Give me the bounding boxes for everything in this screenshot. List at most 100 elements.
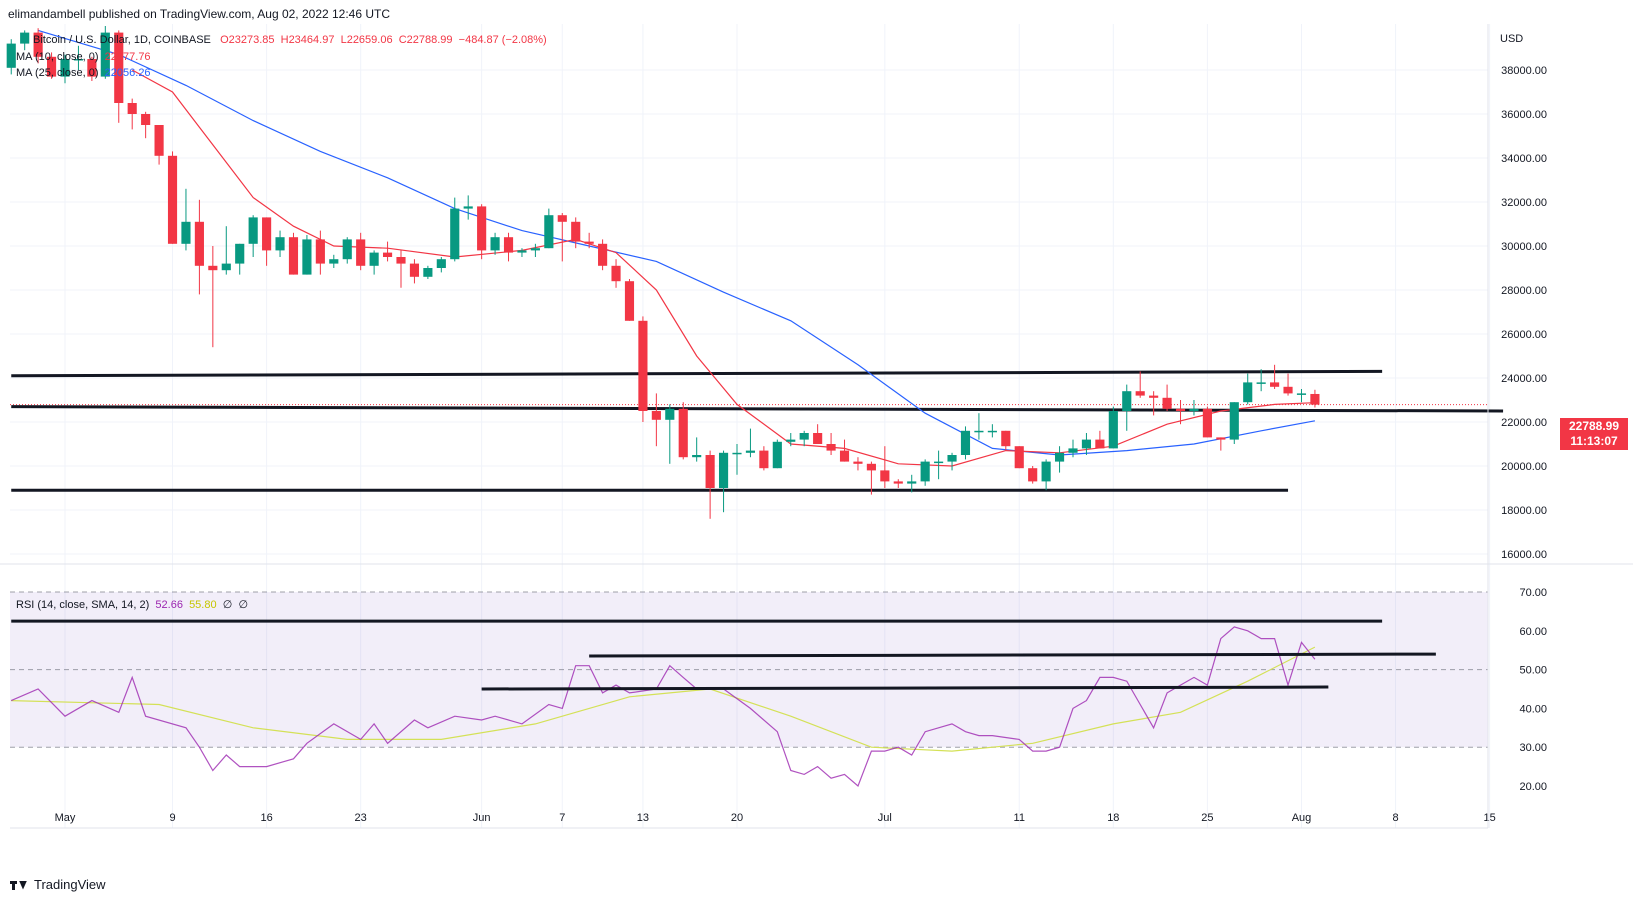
candle-body <box>705 455 715 488</box>
candle-body <box>1014 446 1024 469</box>
candle-body <box>1202 408 1212 438</box>
price-axis-label: 16000.00 <box>1501 549 1547 561</box>
candle-body <box>221 263 231 271</box>
candle <box>517 248 527 257</box>
candle <box>1095 430 1105 449</box>
candle <box>1296 389 1307 403</box>
candle-body <box>329 259 339 264</box>
price-axis-label: 20000.00 <box>1501 461 1547 473</box>
candle <box>114 30 124 123</box>
candle <box>154 125 164 165</box>
rsi-extra-2: ∅ <box>238 599 249 611</box>
rsi-axis-label: 60.00 <box>1519 626 1547 638</box>
candle-body <box>584 241 594 244</box>
candle <box>60 54 70 84</box>
ma25-legend[interactable]: MA (25, close, 0) 22056.26 <box>16 67 151 79</box>
candle <box>786 433 796 447</box>
candle-body <box>490 237 500 251</box>
candle-body <box>947 455 957 462</box>
time-axis-label: 20 <box>731 812 743 824</box>
candle-body <box>1054 452 1065 462</box>
candle <box>544 208 554 249</box>
candle <box>436 257 446 273</box>
candle-body <box>1175 408 1186 411</box>
candle <box>907 474 917 493</box>
candle-body <box>692 455 702 458</box>
candle-body <box>356 239 366 266</box>
candle-body <box>1108 411 1118 449</box>
candle-body <box>839 450 850 462</box>
candle-body <box>557 215 567 222</box>
candle <box>893 479 903 488</box>
price-trendlines[interactable] <box>11 369 1504 492</box>
candle-body <box>853 461 863 464</box>
candle <box>611 259 621 288</box>
rsi-axis-label: 40.00 <box>1519 703 1547 715</box>
tradingview-logo[interactable]: TradingView <box>10 877 106 892</box>
candle-body <box>974 430 984 433</box>
symbol-legend: Bitcoin / U.S. Dollar, 1D, COINBASE O232… <box>33 34 547 46</box>
close-value: C22788.99 <box>398 34 453 46</box>
candle <box>235 243 245 275</box>
ma25-label: MA (25, close, 0) <box>16 67 99 79</box>
candle-body <box>638 320 648 411</box>
ma10-legend[interactable]: MA (10, close, 0) 22877.76 <box>16 51 151 63</box>
candle <box>557 213 567 262</box>
candle-body <box>987 430 997 433</box>
candle <box>141 111 151 139</box>
candle <box>477 204 487 260</box>
candle <box>396 250 406 288</box>
rsi-axis-label: 30.00 <box>1519 742 1547 754</box>
candle <box>6 39 16 75</box>
ma25-value: 22056.26 <box>104 67 151 79</box>
candle <box>20 30 30 51</box>
rsi-lines <box>10 626 1316 788</box>
candle-body <box>718 452 729 488</box>
candle <box>302 235 312 275</box>
candle <box>181 188 191 251</box>
candle <box>772 439 782 469</box>
price-axis-label: 22000.00 <box>1501 417 1547 429</box>
candle-body <box>1229 402 1239 440</box>
candle <box>1202 406 1212 438</box>
candle-body <box>598 243 608 266</box>
candle-body <box>208 265 218 271</box>
candle-body <box>813 433 823 444</box>
candle <box>100 26 110 79</box>
candle <box>934 450 944 480</box>
candle <box>167 151 178 244</box>
currency-label: USD <box>1500 33 1523 45</box>
candle-body <box>745 450 756 453</box>
candle-body <box>46 56 57 77</box>
rsi-value: 52.66 <box>155 599 183 611</box>
candle <box>571 217 581 249</box>
candle <box>759 446 769 471</box>
rsi-trendlines[interactable] <box>11 619 1436 691</box>
time-axis-label: 8 <box>1392 812 1398 824</box>
candle <box>1283 373 1293 396</box>
candle-body <box>33 32 43 57</box>
symbol-name: Bitcoin / U.S. Dollar, 1D, COINBASE <box>33 34 211 46</box>
rsi-legend[interactable]: RSI (14, close, SMA, 14, 2) 52.66 55.80 … <box>16 598 248 611</box>
time-axis-label: 13 <box>637 812 649 824</box>
candle <box>987 424 997 438</box>
candle <box>1068 439 1078 458</box>
candle <box>409 259 420 284</box>
rsi-sma-value: 55.80 <box>189 599 217 611</box>
price-axis-label: 30000.00 <box>1501 241 1547 253</box>
candle <box>33 28 43 64</box>
candle-body <box>503 237 514 253</box>
candle-body <box>1162 397 1172 409</box>
price-trendline <box>11 405 1504 413</box>
candle-body <box>571 221 581 242</box>
candle <box>799 430 809 447</box>
time-axis-label: 25 <box>1201 812 1213 824</box>
candle-body <box>60 59 70 77</box>
time-axis-label: Jun <box>473 812 491 824</box>
candle <box>1014 446 1024 469</box>
candle-body <box>262 217 272 251</box>
candle <box>1256 369 1266 392</box>
candle <box>1054 446 1065 473</box>
price-axis-label: 34000.00 <box>1501 153 1547 165</box>
